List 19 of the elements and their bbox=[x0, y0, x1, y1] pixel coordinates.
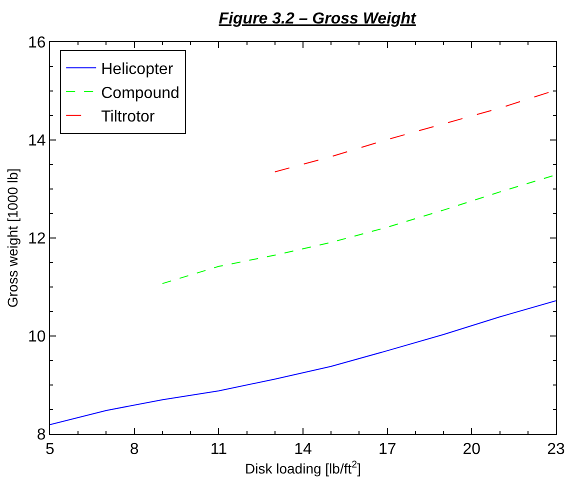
y-tick-label: 16 bbox=[28, 34, 46, 52]
x-tick-label: 14 bbox=[294, 441, 312, 458]
x-tick-label: 5 bbox=[46, 441, 55, 458]
x-tick-label: 17 bbox=[378, 441, 396, 458]
x-tick-label: 8 bbox=[130, 441, 139, 458]
y-tick-label: 14 bbox=[28, 132, 46, 150]
x-tick-label: 23 bbox=[547, 441, 565, 458]
x-axis-title: Disk loading [lb/ft$^{2}$] bbox=[245, 460, 361, 476]
x-tick-label: 20 bbox=[462, 441, 481, 458]
y-tick-label: 8 bbox=[36, 426, 46, 444]
y-tick-label: 12 bbox=[28, 230, 46, 248]
x-tick-label: 11 bbox=[210, 441, 228, 458]
y-tick-label: 10 bbox=[28, 328, 46, 346]
legend-label: Helicopter bbox=[101, 60, 174, 78]
chart-title: Figure 3.2 – Gross Weight bbox=[218, 10, 417, 28]
legend-label: Compound bbox=[101, 84, 180, 102]
line-series bbox=[50, 300, 556, 426]
legend-label: Tiltrotor bbox=[101, 108, 156, 126]
y-axis-title: Gross weight [1000 lb] bbox=[4, 168, 21, 308]
